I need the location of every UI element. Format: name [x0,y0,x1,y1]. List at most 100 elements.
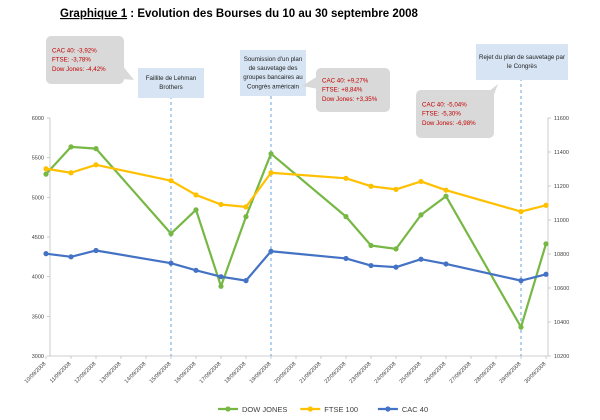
callout-box [416,90,494,138]
y-right-tick-label: 11600 [554,116,569,122]
x-tick-label: 15/09/2008 [149,361,173,385]
legend-swatch-point [307,406,313,412]
x-tick-label: 24/09/2008 [374,361,398,385]
x-tick-label: 27/09/2008 [449,361,473,385]
y-right-tick-label: 10200 [554,354,569,360]
series-point [93,146,99,152]
callout-text: FTSE: +8,84% [322,87,363,94]
axes-group: 3000 3500 4000 4500 5000 5500 6000 10200 10400 10… [24,116,570,385]
chart-title-rest: : Evolution des Bourses du 10 au 30 sept… [127,8,418,20]
callout-text: Dow Jones: -6,98% [422,120,476,127]
series-point [243,214,249,220]
callout-box [46,36,124,84]
series-point [268,170,274,176]
callout-box [138,68,204,98]
series-point [518,324,524,330]
series-point [543,202,549,208]
callouts-group: CAC 40: -3,92% FTSE: -3,78% Dow Jones: -4,… [46,36,568,138]
y-left-tick-label: 5000 [32,195,44,201]
x-tick-label: 28/09/2008 [474,361,498,385]
series-point [543,241,549,247]
series-point [168,178,174,184]
event-lines-group [170,72,522,356]
callout-text: FTSE: -5,30% [422,111,461,118]
x-tick-label: 22/09/2008 [324,361,348,385]
y-left-tick-label: 4500 [32,235,44,241]
series-point [443,193,449,199]
series-point [343,255,349,262]
series-point [43,171,49,177]
series-point [268,248,274,254]
series-point [418,256,424,262]
series-point [68,170,74,176]
series-point [368,262,374,269]
callout-text: Rejet du plan de sauvetage par [479,54,565,61]
chart-title: Graphique 1 : Evolution des Bourses du 1… [60,8,419,20]
legend-label: DOW JONES [242,405,287,414]
y-left-tick-label: 5500 [32,156,44,162]
series-point [393,246,399,252]
series-point [218,283,224,289]
series-point [168,231,174,237]
x-tick-label: 30/09/2008 [524,361,548,385]
callout-text: le Congrès [507,63,537,70]
series-line [45,249,547,282]
callout-text: Congrès américain [247,83,299,90]
series-point [368,183,374,189]
x-tick-label: 17/09/2008 [199,361,223,385]
callout-box [476,44,568,80]
series-point [518,209,524,215]
series-point [443,261,449,267]
x-tick-label: 29/09/2008 [499,361,523,385]
x-tick-label: 12/09/2008 [74,361,98,385]
series-point [268,151,274,157]
y-right-tick-label: 10400 [554,320,569,326]
series-point [218,201,224,208]
x-tick-label: 18/09/2008 [224,361,248,385]
series-point [393,264,399,270]
x-tick-label: 20/09/2008 [274,361,298,385]
legend-label: CAC 40 [402,405,428,414]
y-left-tick-label: 6000 [32,116,44,122]
x-tick-label: 21/09/2008 [299,361,323,385]
series-point [68,254,74,260]
series-point [68,144,74,150]
series-point [193,207,199,213]
callout-text: Faillite de Lehman [146,75,197,82]
y-left-tick-label: 3000 [32,354,44,360]
callout-box [316,68,390,112]
callout-text: CAC 40: +9,27% [322,77,369,84]
x-tick-label: 14/09/2008 [124,361,148,385]
series-line [45,163,547,213]
series-point [543,271,549,277]
series-point [168,260,174,266]
x-tick-label: 13/09/2008 [99,361,123,385]
y-right-tick-label: 11400 [554,150,569,156]
series-point [243,204,249,210]
callout-box [240,50,306,96]
callout-text: Brothers [159,84,182,91]
legend-swatch-point [385,406,391,412]
x-tick-label: 26/09/2008 [424,361,448,385]
y-left-tick-label: 3500 [32,314,44,320]
series-point [243,278,249,284]
legend-label: FTSE 100 [324,405,358,414]
y-left-tick-label: 4000 [32,275,44,281]
chart-title-prefix: Graphique 1 [60,8,128,20]
series-point [193,267,199,273]
series-point [418,178,424,185]
y-right-tick-label: 11000 [554,218,569,224]
callout-text: groupes bancaires au [243,74,303,81]
x-tick-label: 19/09/2008 [249,361,273,385]
legend-swatch-point [225,406,231,412]
x-tick-label: 16/09/2008 [174,361,198,385]
series-point [93,162,99,168]
series-point [343,214,349,220]
y-right-tick-label: 11200 [554,184,569,190]
series-point [393,186,399,192]
x-tick-label: 23/09/2008 [349,361,373,385]
series-point [418,212,424,218]
callout-text: CAC 40: -5,04% [422,101,467,108]
series-point [343,175,349,181]
series-group [43,144,549,330]
